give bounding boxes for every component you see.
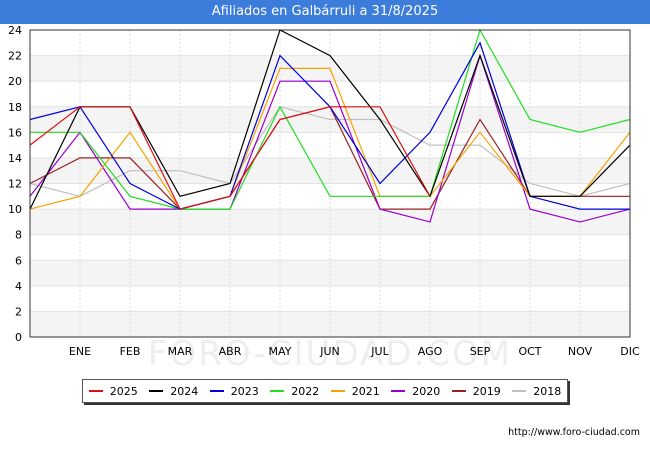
y-tick-label: 18 bbox=[8, 101, 22, 114]
x-tick-label: SEP bbox=[470, 345, 491, 358]
source-url[interactable]: http://www.foro-ciudad.com bbox=[508, 427, 640, 438]
legend-swatch bbox=[451, 390, 466, 392]
x-tick-label: MAR bbox=[168, 345, 193, 358]
legend-label: 2021 bbox=[351, 384, 380, 398]
x-tick-label: ENE bbox=[69, 345, 91, 358]
y-tick-label: 0 bbox=[15, 331, 22, 344]
legend-swatch bbox=[391, 390, 406, 392]
y-tick-label: 12 bbox=[8, 178, 22, 191]
series-line-2018 bbox=[29, 106, 631, 197]
legend-item-2023: 2023 bbox=[209, 384, 259, 398]
legend-swatch bbox=[88, 390, 103, 392]
legend-item-2021: 2021 bbox=[330, 384, 380, 398]
legend-item-2025: 2025 bbox=[88, 384, 138, 398]
grid-band bbox=[30, 260, 630, 286]
chart-title: Afiliados en Galbárruli a 31/8/2025 bbox=[211, 4, 439, 19]
x-tick-label: AGO bbox=[418, 345, 443, 358]
series-lines bbox=[29, 28, 631, 223]
y-tick-label: 24 bbox=[8, 24, 22, 37]
legend-label: 2019 bbox=[472, 384, 501, 398]
y-tick-label: 4 bbox=[15, 280, 22, 293]
watermark: FORO-CIUDAD.COM bbox=[148, 334, 512, 374]
legend-label: 2024 bbox=[170, 384, 199, 398]
legend-label: 2022 bbox=[291, 384, 320, 398]
x-tick-label: JUN bbox=[319, 345, 340, 358]
y-tick-label: 14 bbox=[8, 152, 22, 165]
x-tick-label: MAY bbox=[269, 345, 292, 358]
series-line-2025 bbox=[29, 106, 431, 210]
legend-swatch bbox=[149, 390, 164, 392]
legend-item-2020: 2020 bbox=[391, 385, 440, 398]
y-tick-label: 8 bbox=[15, 229, 22, 242]
y-tick-label: 22 bbox=[8, 50, 22, 63]
x-tick-label: JUL bbox=[370, 345, 389, 358]
x-tick-labels: ENE FEB MAR ABR MAY JUN JUL AGO SEP OCT NOV DIC bbox=[69, 345, 640, 358]
series-line-2022 bbox=[30, 28, 631, 210]
y-tick-label: 20 bbox=[8, 75, 22, 88]
legend-item-2024: 2024 bbox=[149, 385, 198, 398]
title-bar: Afiliados en Galbárruli a 31/8/2025 bbox=[0, 0, 650, 24]
legend-item-2019: 2019 bbox=[451, 384, 501, 398]
legend-swatch bbox=[209, 390, 224, 392]
y-tick-label: 2 bbox=[15, 305, 22, 318]
legend: 2025 2024 2023 2022 2021 2020 2019 2018 bbox=[82, 379, 568, 403]
legend-label: 2023 bbox=[230, 384, 259, 398]
legend-item-2018: 2018 bbox=[512, 385, 561, 398]
x-tick-label: OCT bbox=[518, 345, 541, 358]
y-tick-label: 6 bbox=[15, 254, 22, 267]
legend-label: 2025 bbox=[109, 384, 138, 398]
series-line-2020 bbox=[29, 53, 631, 223]
grid-band bbox=[30, 132, 630, 158]
legend-label: 2018 bbox=[533, 384, 562, 398]
legend-item-2022: 2022 bbox=[270, 385, 319, 398]
x-tick-label: ABR bbox=[219, 345, 242, 358]
legend-label: 2020 bbox=[412, 384, 441, 398]
x-tick-label: FEB bbox=[120, 345, 141, 358]
axes bbox=[29, 29, 631, 338]
x-tick-label: NOV bbox=[568, 345, 593, 358]
legend-swatch bbox=[512, 390, 527, 392]
legend-swatch bbox=[330, 390, 345, 392]
legend-swatch bbox=[270, 390, 285, 392]
x-tick-label: DIC bbox=[620, 345, 640, 358]
y-tick-label: 16 bbox=[8, 126, 22, 139]
plot-frame bbox=[29, 29, 631, 338]
y-tick-label: 10 bbox=[8, 203, 22, 216]
